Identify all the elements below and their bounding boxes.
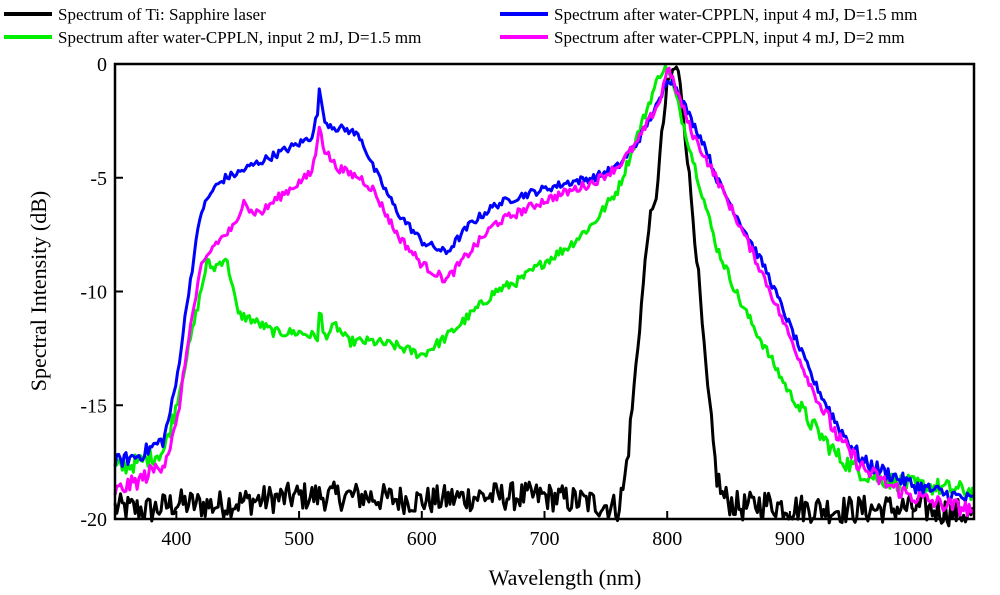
series-line-1 — [113, 77, 974, 504]
x-tick-label: 1000 — [893, 528, 933, 550]
y-tick-label: -20 — [80, 509, 107, 531]
y-tick-label: 0 — [97, 54, 107, 76]
x-tick-label: 400 — [161, 528, 191, 550]
ticks-layer: 400 500 600 700 800 900 1000 0 -5 -10 -15 -20 — [80, 54, 932, 550]
series-line-3 — [113, 66, 974, 517]
series-line-2 — [114, 64, 975, 501]
y-tick-label: -10 — [80, 282, 107, 304]
legend-label-4mj-2mm: Spectrum after water-CPPLN, input 4 mJ, … — [554, 28, 905, 47]
x-tick-label: 600 — [407, 528, 437, 550]
x-axis-title: Wavelength (nm) — [489, 565, 642, 590]
series-line-0 — [113, 65, 975, 528]
legend-label-2mj-1p5mm: Spectrum after water-CPPLN, input 2 mJ, … — [58, 28, 421, 47]
x-tick-label: 500 — [284, 528, 314, 550]
legend-label-4mj-1p5mm: Spectrum after water-CPPLN, input 4 mJ, … — [554, 5, 917, 24]
y-tick-label: -15 — [80, 395, 107, 417]
legend: Spectrum of Ti: Sapphire laser Spectrum … — [4, 5, 917, 47]
series-layer — [113, 64, 975, 528]
y-axis-title: Spectral Intensity (dB) — [26, 191, 51, 391]
x-tick-label: 800 — [652, 528, 682, 550]
y-tick-label: -5 — [90, 168, 107, 190]
plot-frame — [113, 62, 976, 521]
x-tick-label: 700 — [530, 528, 560, 550]
legend-label-ti-sapphire: Spectrum of Ti: Sapphire laser — [58, 5, 266, 24]
x-tick-label: 900 — [775, 528, 805, 550]
